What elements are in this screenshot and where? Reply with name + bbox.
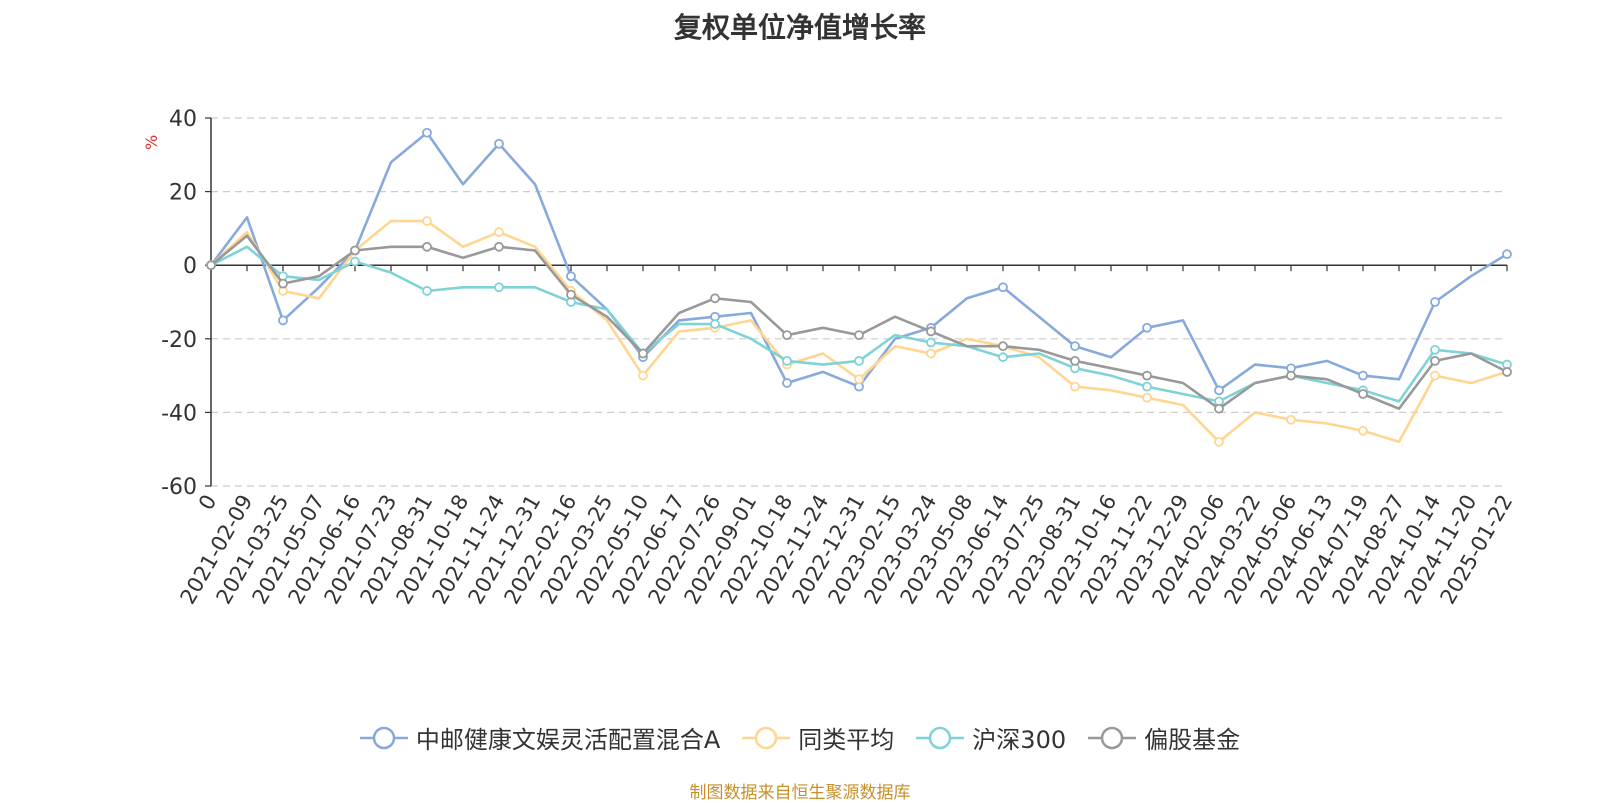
y-tick-label: 40 (169, 107, 197, 132)
series-4-point (782, 330, 792, 341)
series-3-point (926, 337, 936, 348)
legend-item-series-2[interactable]: 同类平均 (742, 720, 894, 755)
series-2-point (638, 370, 648, 381)
series-4-point (1214, 403, 1224, 414)
series-2-point (1358, 425, 1368, 436)
series-4-point (1070, 355, 1080, 366)
series-1-point (1358, 370, 1368, 381)
series-4-point (998, 341, 1008, 352)
legend-marker-series-1 (359, 726, 408, 749)
series-4-point (566, 289, 576, 300)
series-1-point (782, 378, 792, 388)
legend-item-series-3[interactable]: 沪深300 (916, 720, 1066, 755)
series-3-point (350, 256, 360, 267)
series-2-point (926, 348, 936, 359)
series-3-point (1142, 381, 1152, 392)
series-4-point (422, 241, 432, 252)
series-4-point (1430, 355, 1440, 366)
series-2-point (422, 216, 432, 226)
y-tick-label: -40 (161, 401, 197, 426)
series-3-point (1430, 344, 1440, 355)
y-tick-label: 0 (183, 254, 197, 279)
y-tick-label: -20 (161, 328, 197, 353)
series-4-point (854, 330, 864, 341)
series-1-point (998, 282, 1008, 293)
series-4-point (926, 326, 936, 337)
series-2-point (1142, 392, 1152, 403)
series-1-point (1214, 385, 1224, 396)
series-4-point (350, 245, 360, 256)
chart-title: 复权单位净值增长率 (673, 11, 926, 44)
series-3-point (782, 355, 792, 366)
legend-label-series-2: 同类平均 (798, 726, 895, 754)
x-tick-label: 0 (194, 491, 221, 515)
series-3-point (494, 282, 504, 293)
legend-label-series-1: 中邮健康文娱灵活配置混合A (415, 726, 721, 754)
series-4-point (638, 348, 648, 359)
legend-marker-series-2 (742, 726, 791, 749)
legend: 中邮健康文娱灵活配置混合A 同类平均 沪深300 偏股基金 (0, 720, 1600, 755)
series-4-point (1286, 370, 1296, 381)
legend-item-series-4[interactable]: 偏股基金 (1088, 720, 1240, 755)
y-tick-label: -60 (161, 475, 197, 500)
series-3-point (710, 319, 720, 329)
series-2-point (1430, 370, 1440, 381)
series-2-point (1070, 381, 1080, 392)
legend-marker-series-3 (916, 726, 965, 749)
series-3-point (998, 352, 1008, 363)
series-4-point (1358, 389, 1368, 399)
legend-label-series-3: 沪深300 (972, 726, 1067, 754)
legend-label-series-4: 偏股基金 (1144, 726, 1241, 754)
series-2-point (1214, 436, 1224, 447)
series-4-point (278, 278, 288, 289)
source-note: 制图数据来自恒生聚源数据库 (689, 783, 911, 803)
y-tick-label: 20 (169, 181, 197, 206)
series-1-point (278, 315, 288, 326)
series-3-point (854, 355, 864, 366)
series-4-point (206, 260, 216, 271)
series-1-point (1430, 297, 1440, 307)
series-2-point (1286, 414, 1296, 425)
series-4-point (1142, 370, 1152, 381)
series-1-point (1070, 341, 1080, 352)
series-4-point (494, 241, 504, 252)
series-1-point (566, 271, 576, 282)
legend-marker-series-4 (1088, 726, 1137, 749)
series-1-point (1142, 322, 1152, 333)
legend-item-series-1[interactable]: 中邮健康文娱灵活配置混合A (359, 720, 721, 755)
series-1-point (422, 127, 432, 138)
series-2-point (494, 227, 504, 237)
series-2-point (854, 374, 864, 385)
series-4-point (1502, 367, 1512, 377)
series-1-point (1502, 249, 1512, 260)
series-line-1 (209, 131, 1508, 392)
series-3-point (422, 286, 432, 296)
series-4-point (710, 293, 720, 304)
series-1-point (494, 138, 504, 149)
